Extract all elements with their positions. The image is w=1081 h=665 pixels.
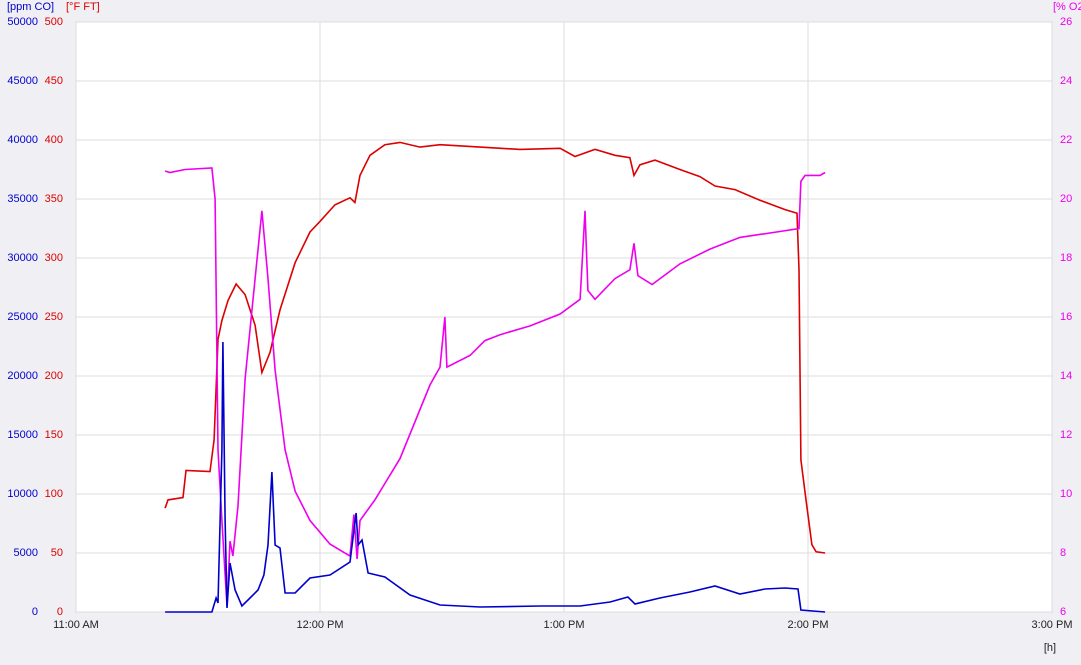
x-tick-label: 1:00 PM bbox=[544, 619, 585, 631]
y2-tick-label: 500 bbox=[45, 16, 63, 28]
series-line bbox=[164, 167, 826, 607]
y-tick-label: 45000 bbox=[7, 75, 38, 87]
y3-tick-label: 12 bbox=[1060, 429, 1072, 441]
y-tick-label: 20000 bbox=[7, 370, 38, 382]
x-axis-title: [h] bbox=[1044, 642, 1056, 654]
y2-tick-label: 250 bbox=[45, 311, 63, 323]
x-tick-label: 11:00 AM bbox=[53, 619, 99, 631]
y2-tick-label: 350 bbox=[45, 193, 63, 205]
x-tick-label: 12:00 PM bbox=[296, 619, 343, 631]
y2-tick-label: 300 bbox=[45, 252, 63, 264]
y2-tick-label: 200 bbox=[45, 370, 63, 382]
series-line bbox=[165, 341, 826, 613]
y2-tick-label: 0 bbox=[57, 606, 63, 618]
y-tick-label: 15000 bbox=[7, 429, 38, 441]
y2-tick-label: 150 bbox=[45, 429, 63, 441]
series-line bbox=[164, 141, 826, 554]
y3-tick-label: 18 bbox=[1060, 252, 1072, 264]
y-tick-label: 40000 bbox=[7, 134, 38, 146]
y3-tick-label: 22 bbox=[1060, 134, 1072, 146]
y-tick-label: 25000 bbox=[7, 311, 38, 323]
y2-tick-label: 400 bbox=[45, 134, 63, 146]
y3-tick-label: 6 bbox=[1060, 606, 1066, 618]
y-axis-title: [ppm CO] bbox=[7, 1, 54, 13]
x-tick-label: 3:00 PM bbox=[1032, 619, 1073, 631]
y3-tick-label: 26 bbox=[1060, 16, 1072, 28]
y3-tick-label: 10 bbox=[1060, 488, 1072, 500]
y3-tick-label: 24 bbox=[1060, 75, 1072, 87]
y3-tick-label: 14 bbox=[1060, 370, 1072, 382]
y-tick-label: 30000 bbox=[7, 252, 38, 264]
y-tick-label: 5000 bbox=[14, 547, 38, 559]
y3-tick-label: 16 bbox=[1060, 311, 1072, 323]
y2-tick-label: 50 bbox=[51, 547, 63, 559]
y2-tick-label: 450 bbox=[45, 75, 63, 87]
y-tick-label: 35000 bbox=[7, 193, 38, 205]
x-tick-label: 2:00 PM bbox=[788, 619, 829, 631]
y3-tick-label: 20 bbox=[1060, 193, 1072, 205]
y3-tick-label: 8 bbox=[1060, 547, 1066, 559]
y-tick-label: 10000 bbox=[7, 488, 38, 500]
y3-axis-title: [% O2 bbox=[1053, 1, 1081, 13]
y2-tick-label: 100 bbox=[45, 488, 63, 500]
y-tick-label: 50000 bbox=[7, 16, 38, 28]
y-tick-label: 0 bbox=[32, 606, 38, 618]
y2-axis-title: [°F FT] bbox=[66, 1, 100, 13]
